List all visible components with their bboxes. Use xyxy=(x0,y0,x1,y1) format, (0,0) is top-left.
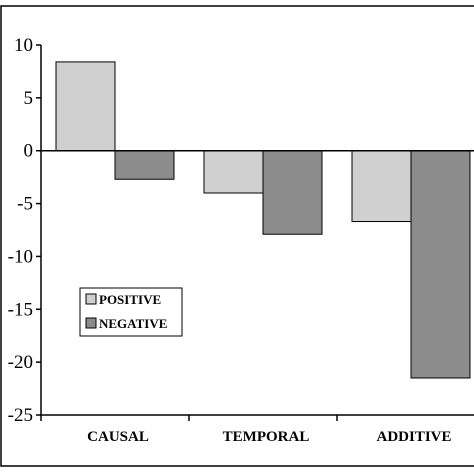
legend-swatch-negative xyxy=(85,317,97,329)
legend-swatch-positive xyxy=(85,293,97,305)
legend: POSITIVE NEGATIVE xyxy=(79,287,183,337)
bar-positive-temporal xyxy=(203,150,264,194)
x-category-label: CAUSAL xyxy=(87,429,149,445)
bars-group xyxy=(55,61,471,379)
x-categories-group: CAUSAL TEMPORAL ADDITIVE xyxy=(40,415,452,445)
x-category-label: ADDITIVE xyxy=(376,429,451,445)
bar-positive-additive xyxy=(351,150,412,223)
frame-border xyxy=(0,5,474,467)
bar-negative-temporal xyxy=(262,150,323,235)
y-tick-label: 5 xyxy=(24,88,34,109)
y-tick-label: -15 xyxy=(8,299,33,320)
y-ticks-group: 10 5 0 -5 -10 -15 -20 -25 xyxy=(8,35,41,426)
x-category-label: TEMPORAL xyxy=(223,429,310,445)
y-tick-label: -5 xyxy=(17,194,33,215)
y-tick-label: -20 xyxy=(8,352,33,373)
y-tick-label: 10 xyxy=(14,35,33,56)
legend-box xyxy=(79,287,183,337)
bar-negative-additive xyxy=(410,150,471,379)
y-tick-label: -25 xyxy=(8,405,33,426)
bar-positive-causal xyxy=(55,61,116,152)
legend-label-negative: NEGATIVE xyxy=(99,316,167,331)
legend-label-positive: POSITIVE xyxy=(99,292,161,307)
y-tick-label: 0 xyxy=(24,141,34,162)
bar-negative-causal xyxy=(114,150,175,180)
y-tick-label: -10 xyxy=(8,246,33,267)
